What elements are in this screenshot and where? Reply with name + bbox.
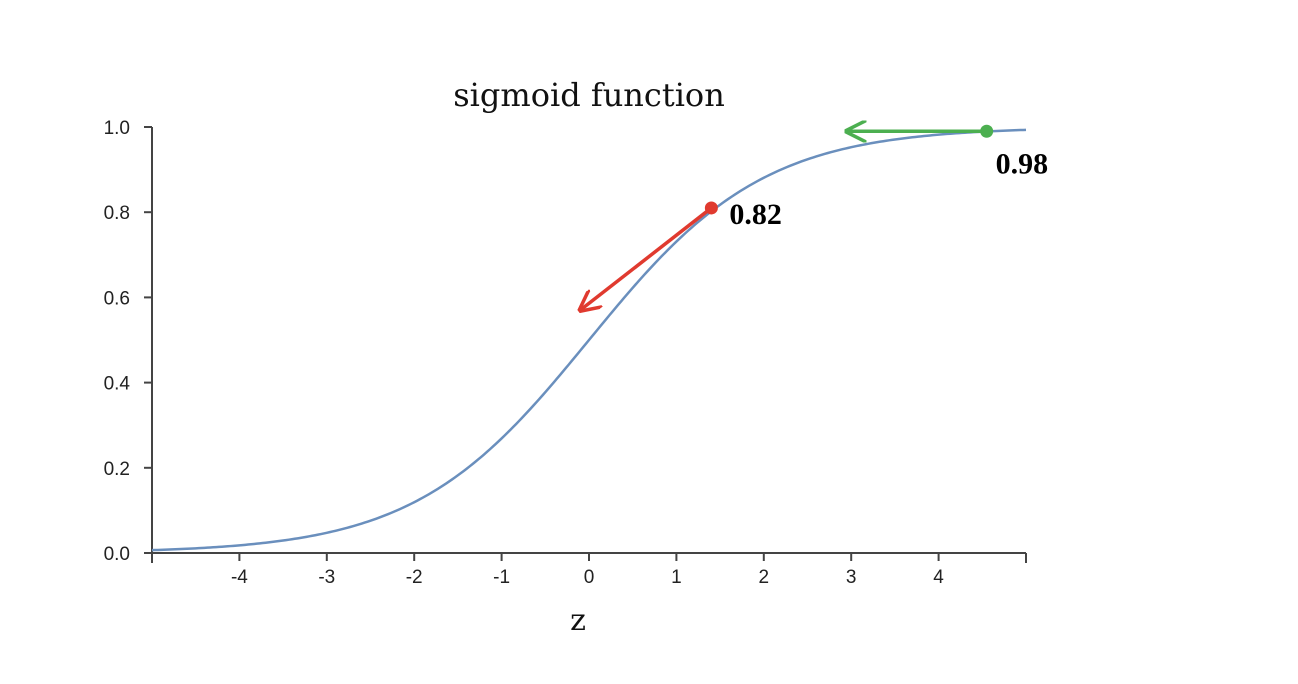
sigmoid-curve (151, 128, 1027, 552)
gradient-arrow (580, 206, 713, 310)
y-tick-label: 0.0 (104, 544, 130, 565)
annotation-label: 0.98 (996, 147, 1048, 180)
x-tick-label: 3 (846, 567, 857, 588)
y-tick-label: 0.4 (104, 374, 131, 395)
x-tick-label: 1 (671, 567, 682, 588)
annotations: 0.82 0.98 (580, 125, 1048, 310)
x-tick-label: -1 (493, 567, 510, 588)
annotation-point (980, 124, 994, 138)
y-tick-label: 1.0 (104, 118, 130, 139)
y-ticks: 0.0 0.2 0.4 0.6 0.8 1.0 (104, 118, 152, 565)
chart-title: sigmoid function (453, 76, 725, 114)
x-axis-label: z (570, 603, 586, 638)
x-tick-label: -2 (406, 567, 423, 588)
annotation-point (704, 201, 718, 215)
x-tick-label: 4 (933, 567, 944, 588)
y-tick-label: 0.6 (104, 288, 130, 309)
x-tick-label: -4 (231, 567, 248, 588)
y-tick-label: 0.2 (104, 459, 130, 480)
x-tick-label: -3 (318, 567, 335, 588)
x-tick-label: 2 (759, 567, 770, 588)
x-tick-label: 0 (584, 567, 595, 588)
x-ticks: -4 -3 -2 -1 0 1 2 3 4 (231, 553, 944, 588)
y-tick-label: 0.8 (104, 203, 130, 224)
annotation-label: 0.82 (729, 198, 782, 231)
